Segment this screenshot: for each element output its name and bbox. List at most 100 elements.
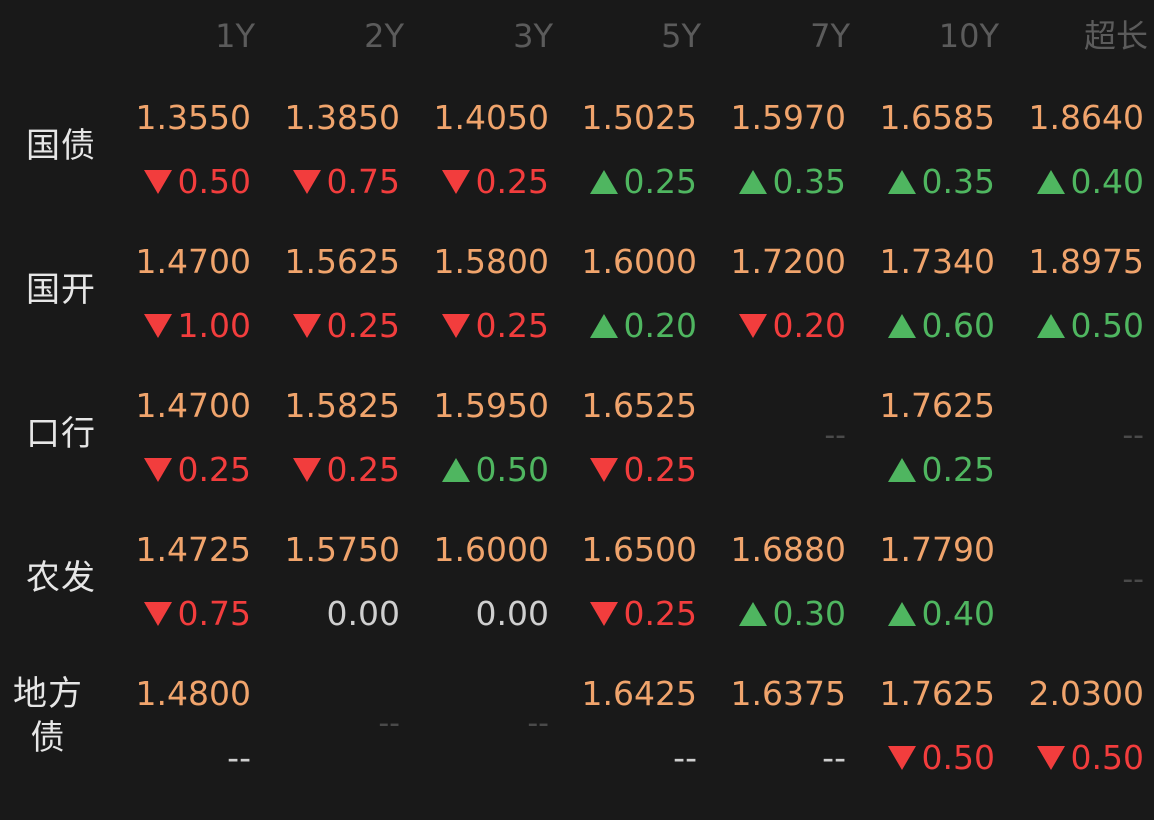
yield-cell[interactable]: 1.4800 -- — [106, 660, 255, 804]
bp-change: 0.20 — [738, 304, 846, 348]
yield-cell[interactable]: 1.6500 0.25 — [552, 516, 701, 660]
bp-change: 0.25 — [441, 160, 549, 204]
yield-value: 1.7200 — [730, 242, 846, 281]
tenor-header-5[interactable]: 7Y — [810, 17, 850, 55]
bp-change-value: 0.30 — [772, 594, 846, 633]
bp-change-value: 0.25 — [326, 450, 400, 489]
yield-cell[interactable]: -- — [999, 372, 1148, 516]
bp-change-value: 0.25 — [623, 162, 697, 201]
bp-change: 0.25 — [143, 448, 251, 492]
yield-cell[interactable]: 1.6585 0.35 — [850, 84, 999, 228]
no-quote-placeholder: -- — [1122, 562, 1144, 597]
yield-cell[interactable]: 1.5025 0.25 — [552, 84, 701, 228]
bp-change: 0.20 — [589, 304, 697, 348]
yield-cell[interactable]: 1.6880 0.30 — [701, 516, 850, 660]
bp-change: 0.50 — [1036, 304, 1144, 348]
bp-change-value: 0.35 — [921, 162, 995, 201]
yield-cell[interactable]: 1.6000 0.00 — [404, 516, 553, 660]
yield-cell[interactable]: 1.7625 0.50 — [850, 660, 999, 804]
yield-cell[interactable]: 1.5800 0.25 — [404, 228, 553, 372]
yield-value: 1.6500 — [581, 530, 697, 569]
yield-value: 1.7625 — [879, 674, 995, 713]
triangle-down-icon — [292, 458, 321, 482]
tenor-header-3[interactable]: 3Y — [513, 17, 553, 55]
bond-row[interactable]: 地方债 1.4800 -- -- -- 1.6425 -- 1.6375 -- 1.7625 0.5… — [0, 660, 1154, 804]
yield-cell[interactable]: 1.7340 0.60 — [850, 228, 999, 372]
tenor-header-row: 1Y 2Y 3Y 5Y 7Y 10Y 超长 — [0, 0, 1154, 72]
yield-value: 1.5825 — [284, 386, 400, 425]
bp-change-value: 1.00 — [177, 306, 251, 345]
yield-cell[interactable]: 1.5750 0.00 — [255, 516, 404, 660]
yield-value: 1.7625 — [879, 386, 995, 425]
bond-row[interactable]: 口行 1.4700 0.25 1.5825 0.25 1.5950 0.50 1.6525 0.… — [0, 372, 1154, 516]
yield-cell[interactable]: -- — [404, 660, 553, 804]
yield-value: 1.4050 — [433, 98, 549, 137]
tenor-header-4[interactable]: 5Y — [661, 17, 701, 55]
bp-change-value: 0.50 — [921, 738, 995, 777]
yield-cell[interactable]: 1.8640 0.40 — [999, 84, 1148, 228]
yield-cell[interactable]: 1.4725 0.75 — [106, 516, 255, 660]
yield-value: 2.0300 — [1028, 674, 1144, 713]
bp-change-value: 0.00 — [475, 594, 549, 633]
bp-change-value: 0.25 — [623, 450, 697, 489]
yield-cell[interactable]: -- — [999, 516, 1148, 660]
no-quote-placeholder: -- — [1122, 418, 1144, 453]
yield-value: 1.5800 — [433, 242, 549, 281]
triangle-down-icon — [143, 314, 172, 338]
yield-cell[interactable]: 1.7200 0.20 — [701, 228, 850, 372]
yield-cell[interactable]: 1.4700 1.00 — [106, 228, 255, 372]
yield-cell[interactable]: 1.6525 0.25 — [552, 372, 701, 516]
yield-cell[interactable]: 1.6425 -- — [552, 660, 701, 804]
yield-value: 1.6000 — [433, 530, 549, 569]
triangle-up-icon — [1036, 170, 1065, 194]
yield-value: 1.6525 — [581, 386, 697, 425]
yield-cell[interactable]: 1.3550 0.50 — [106, 84, 255, 228]
tenor-header-7[interactable]: 超长 — [1083, 17, 1148, 55]
yield-cell[interactable]: 1.4050 0.25 — [404, 84, 553, 228]
yield-cell[interactable]: 1.6375 -- — [701, 660, 850, 804]
yield-cell[interactable]: 2.0300 0.50 — [999, 660, 1148, 804]
triangle-up-icon — [589, 170, 618, 194]
tenor-header-2[interactable]: 2Y — [364, 17, 404, 55]
tenor-header-1[interactable]: 1Y — [215, 17, 255, 55]
bp-change-value: 0.25 — [326, 306, 400, 345]
triangle-up-icon — [887, 602, 916, 626]
bond-row[interactable]: 国债 1.3550 0.50 1.3850 0.75 1.4050 0.25 1.5025 0.… — [0, 84, 1154, 228]
yield-value: 1.4700 — [135, 242, 251, 281]
yield-cell[interactable]: 1.6000 0.20 — [552, 228, 701, 372]
yield-cell[interactable]: 1.5970 0.35 — [701, 84, 850, 228]
bond-type-label: 地方债 — [0, 672, 96, 760]
yield-cell[interactable]: 1.5950 0.50 — [404, 372, 553, 516]
yield-value: 1.4725 — [135, 530, 251, 569]
bp-change: -- — [822, 736, 846, 780]
bp-change: 0.35 — [738, 160, 846, 204]
yield-cell[interactable]: 1.4700 0.25 — [106, 372, 255, 516]
bond-row[interactable]: 农发 1.4725 0.75 1.5750 0.00 1.6000 0.00 1.6500 0.… — [0, 516, 1154, 660]
yield-value: 1.5970 — [730, 98, 846, 137]
yield-value: 1.3850 — [284, 98, 400, 137]
yield-cell[interactable]: 1.5625 0.25 — [255, 228, 404, 372]
yield-cell[interactable]: 1.5825 0.25 — [255, 372, 404, 516]
yield-cell[interactable]: 1.7625 0.25 — [850, 372, 999, 516]
bond-type-label: 国债 — [26, 126, 96, 166]
yield-cell[interactable]: -- — [255, 660, 404, 804]
bond-type-label: 农发 — [26, 558, 96, 598]
bp-change: 0.25 — [441, 304, 549, 348]
bp-change: 0.50 — [441, 448, 549, 492]
yield-value: 1.8975 — [1028, 242, 1144, 281]
yield-cell[interactable]: 1.3850 0.75 — [255, 84, 404, 228]
triangle-down-icon — [292, 314, 321, 338]
bond-row[interactable]: 国开 1.4700 1.00 1.5625 0.25 1.5800 0.25 1.6000 0.… — [0, 228, 1154, 372]
bp-change-value: 0.50 — [475, 450, 549, 489]
tenor-header-6[interactable]: 10Y — [938, 17, 999, 55]
yield-cell[interactable]: -- — [701, 372, 850, 516]
no-quote-placeholder: -- — [824, 418, 846, 453]
yield-cell[interactable]: 1.8975 0.50 — [999, 228, 1148, 372]
yield-value: 1.6425 — [581, 674, 697, 713]
bp-change-value: 0.35 — [772, 162, 846, 201]
yield-cell[interactable]: 1.7790 0.40 — [850, 516, 999, 660]
bp-change: 0.50 — [1036, 736, 1144, 780]
triangle-up-icon — [738, 602, 767, 626]
triangle-down-icon — [589, 458, 618, 482]
bp-change-value: 0.25 — [177, 450, 251, 489]
